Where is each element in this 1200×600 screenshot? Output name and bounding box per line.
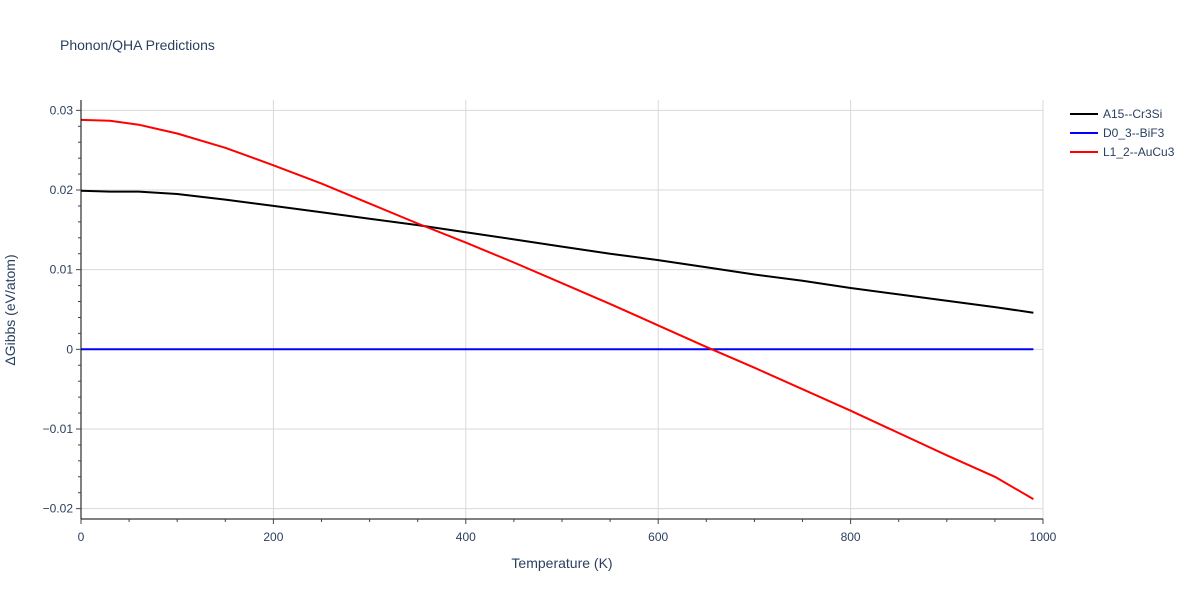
chart-title: Phonon/QHA Predictions	[60, 37, 215, 53]
x-tick-label: 800	[841, 530, 861, 544]
x-tick-label: 0	[78, 530, 85, 544]
legend-label: D0_3--BiF3	[1103, 126, 1165, 140]
x-tick-label: 600	[648, 530, 668, 544]
axes	[76, 100, 1044, 524]
y-tick-label: 0.02	[50, 183, 74, 197]
y-tick-label: −0.02	[43, 502, 74, 516]
series-lines	[80, 118, 1034, 500]
series-line-L1_2--AuCu3	[80, 118, 1034, 500]
tick-labels: 0 200 400 600 800 1000 −0.02 −0.01 0 0.01 0.02 0.03	[43, 103, 1057, 544]
series-line-A15--Cr3Si	[80, 189, 1034, 314]
plot-area	[76, 100, 1044, 524]
grid-lines	[81, 100, 1044, 519]
x-axis-title: Temperature (K)	[511, 555, 612, 571]
legend-label: L1_2--AuCu3	[1103, 145, 1175, 159]
y-tick-label: 0	[66, 342, 73, 356]
y-tick-label: 0.03	[50, 103, 74, 117]
y-tick-label: −0.01	[43, 422, 74, 436]
y-axis-title: ΔGibbs (eV/atom)	[2, 254, 18, 365]
legend-label: A15--Cr3Si	[1103, 107, 1162, 121]
y-tick-label: 0.01	[50, 263, 74, 277]
x-tick-label: 400	[456, 530, 476, 544]
x-tick-label: 1000	[1030, 530, 1057, 544]
x-tick-label: 200	[263, 530, 283, 544]
legend: A15--Cr3Si D0_3--BiF3 L1_2--AuCu3	[1070, 107, 1175, 159]
